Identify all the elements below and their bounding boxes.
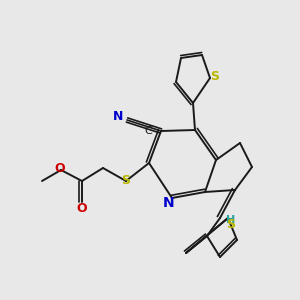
Text: N: N bbox=[113, 110, 123, 124]
Text: S: S bbox=[211, 70, 220, 83]
Text: C: C bbox=[144, 125, 152, 136]
Text: O: O bbox=[55, 161, 65, 175]
Text: S: S bbox=[122, 175, 130, 188]
Text: S: S bbox=[226, 218, 236, 232]
Text: H: H bbox=[226, 215, 236, 225]
Text: N: N bbox=[163, 196, 175, 210]
Text: O: O bbox=[77, 202, 87, 215]
